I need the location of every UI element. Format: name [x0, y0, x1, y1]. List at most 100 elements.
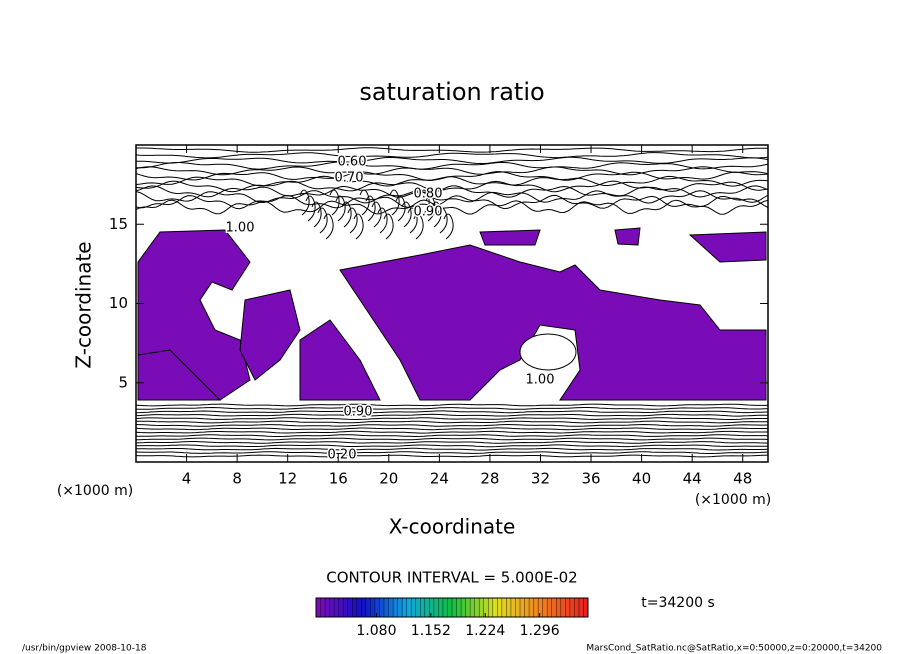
- contour-line: [136, 410, 768, 414]
- colorbar-tick-label: 1.152: [411, 623, 451, 639]
- colorbar-cell: [520, 598, 526, 617]
- x-tick-label: 4: [182, 470, 192, 488]
- x-tick-label: 32: [531, 470, 550, 488]
- colorbar-cell: [352, 598, 358, 617]
- contour-line: [323, 213, 334, 240]
- y-tick-label: 5: [118, 373, 128, 391]
- footer-right: MarsCond_SatRatio.nc@SatRatio,x=0:50000,…: [586, 644, 882, 654]
- colorbar-tick-label: 1.224: [465, 623, 505, 639]
- contour-interval: CONTOUR INTERVAL = 5.000E-02: [326, 569, 577, 587]
- contour-line: [136, 185, 768, 198]
- colorbar-cell: [379, 598, 385, 617]
- contour-line: [136, 190, 768, 204]
- x-tick-label: 44: [683, 470, 702, 488]
- region: [239, 289, 301, 381]
- contour-line: [377, 207, 388, 234]
- colorbar-cell: [465, 598, 471, 617]
- colorbar-cell: [510, 598, 516, 617]
- colorbar-cell: [501, 598, 507, 617]
- region-hole: [519, 333, 577, 371]
- contour-lines: [136, 147, 768, 458]
- contour-line: [136, 417, 768, 421]
- contour-line: [329, 189, 340, 216]
- contour-line: [136, 447, 768, 451]
- region: [299, 319, 381, 401]
- contour-label: 1.00: [526, 373, 555, 388]
- colorbar-cell: [361, 598, 367, 617]
- colorbar-cell: [402, 598, 408, 617]
- x-tick-label: 24: [430, 470, 449, 488]
- colorbar-cell: [578, 598, 584, 617]
- colorbar-cell: [497, 598, 503, 617]
- region: [614, 227, 641, 246]
- contour-line: [136, 156, 768, 164]
- contour-line: [136, 166, 768, 176]
- contour-line: [443, 213, 454, 240]
- contour-line: [136, 441, 768, 444]
- contour-line: [365, 195, 376, 222]
- contour-label: 0.80: [414, 187, 443, 202]
- contour-line: [359, 189, 370, 216]
- x-axis-label: X-coordinate: [389, 515, 516, 539]
- colorbar-frame: [315, 597, 589, 618]
- contour-line: [136, 451, 768, 454]
- contour-label: 1.00: [226, 221, 255, 236]
- colorbar-cell: [320, 598, 326, 617]
- colorbar-cell: [325, 598, 331, 617]
- colorbar-cell: [397, 598, 403, 617]
- contour-line: [136, 434, 768, 438]
- colorbar-cell: [551, 598, 557, 617]
- contour-line: [136, 175, 768, 187]
- contour-line: [136, 199, 768, 215]
- colorbar-cell: [483, 598, 489, 617]
- colorbar-cell: [542, 598, 548, 617]
- contour-line: [136, 161, 768, 170]
- chart-title: saturation ratio: [359, 78, 544, 106]
- contour-label: 0.90: [344, 405, 373, 420]
- colorbar-cell: [479, 598, 485, 617]
- contour-line: [383, 213, 394, 240]
- contour-line: [347, 207, 358, 234]
- contour-label: 0.90: [414, 205, 443, 220]
- colorbar-cell: [393, 598, 399, 617]
- colorbar-cell: [370, 598, 376, 617]
- footer-left: /usr/bin/gpview 2008-10-18: [22, 644, 147, 654]
- colorbar-cell: [411, 598, 417, 617]
- contour-line: [136, 403, 768, 407]
- time-label: t=34200 s: [641, 595, 715, 611]
- colorbar-cell: [569, 598, 575, 617]
- x-tick-label: 28: [480, 470, 499, 488]
- y-axis-label: Z-coordinate: [72, 241, 96, 368]
- x-tick-label: 16: [329, 470, 348, 488]
- contour-line: [136, 420, 768, 424]
- contour-line: [341, 201, 352, 228]
- colorbar-cell: [547, 598, 553, 617]
- colorbar-cell: [515, 598, 521, 617]
- colorbar-cell: [506, 598, 512, 617]
- contour-line: [401, 201, 412, 228]
- region: [479, 229, 541, 246]
- contour-line: [136, 427, 768, 431]
- colorbar-cell: [529, 598, 535, 617]
- colorbar-cell: [461, 598, 467, 617]
- contour-line: [136, 454, 768, 458]
- contour-label: 0.20: [328, 448, 357, 463]
- colorbar-tick-label: 1.080: [356, 623, 396, 639]
- x-tick-label: 48: [733, 470, 752, 488]
- x-tick-label: 20: [379, 470, 398, 488]
- contour-line: [425, 195, 436, 222]
- contour-line: [136, 413, 768, 417]
- y-unit: (×1000 m): [57, 483, 133, 499]
- contour-line: [407, 207, 418, 234]
- colorbar-cell: [384, 598, 390, 617]
- contour-line: [136, 437, 768, 441]
- colorbar-cell: [474, 598, 480, 617]
- colorbar-cell: [492, 598, 498, 617]
- colorbar-cell: [388, 598, 394, 617]
- contour-line: [136, 430, 768, 434]
- contour-line: [389, 189, 400, 216]
- colorbar-cell: [347, 598, 353, 617]
- colorbar-cell: [447, 598, 453, 617]
- contour-line: [136, 406, 768, 410]
- contour-line: [136, 180, 768, 193]
